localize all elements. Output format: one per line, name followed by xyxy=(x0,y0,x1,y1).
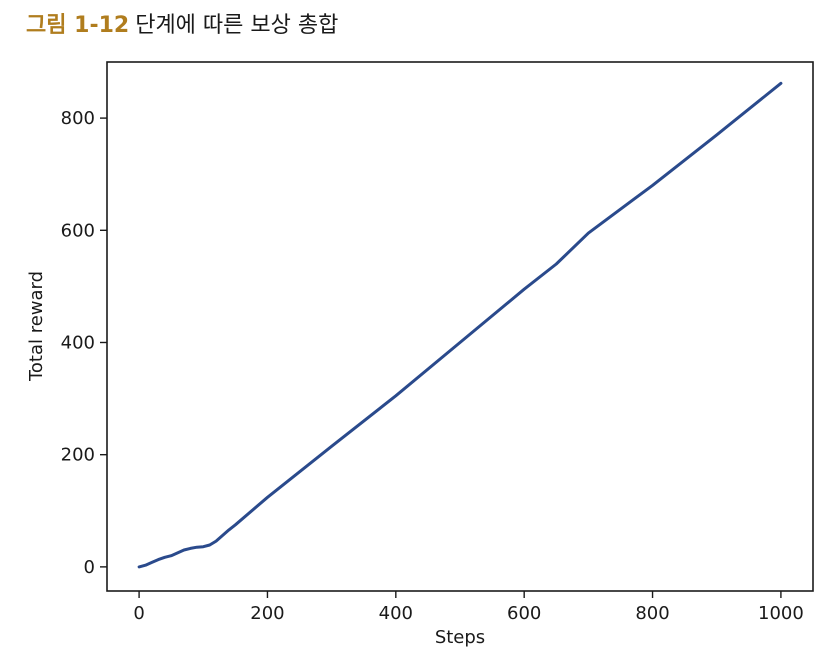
series-line xyxy=(137,81,783,569)
figure-number: 그림 1-12 xyxy=(26,13,130,38)
y-tick-label: 600 xyxy=(61,220,95,241)
y-axis: 0 200 400 600 800 xyxy=(61,108,107,578)
plot-frame xyxy=(106,61,814,592)
figure-title: 단계에 따른 보상 총합 xyxy=(135,13,339,38)
x-axis: 0 200 400 600 800 1000 xyxy=(133,591,804,624)
x-tick-label: 0 xyxy=(133,603,144,624)
x-axis-label: Steps xyxy=(435,627,485,648)
x-tick-label: 400 xyxy=(379,603,413,624)
y-axis-label: Total reward xyxy=(26,271,47,382)
x-tick-label: 200 xyxy=(250,603,284,624)
y-tick-label: 200 xyxy=(61,445,95,466)
y-tick-label: 0 xyxy=(84,557,95,578)
figure-caption: 그림 1-12 단계에 따른 보상 총합 xyxy=(26,10,338,42)
x-tick-label: 1000 xyxy=(758,603,804,624)
y-tick-label: 800 xyxy=(61,108,95,129)
x-tick-label: 800 xyxy=(635,603,669,624)
y-tick-label: 400 xyxy=(61,332,95,353)
x-tick-label: 600 xyxy=(507,603,541,624)
